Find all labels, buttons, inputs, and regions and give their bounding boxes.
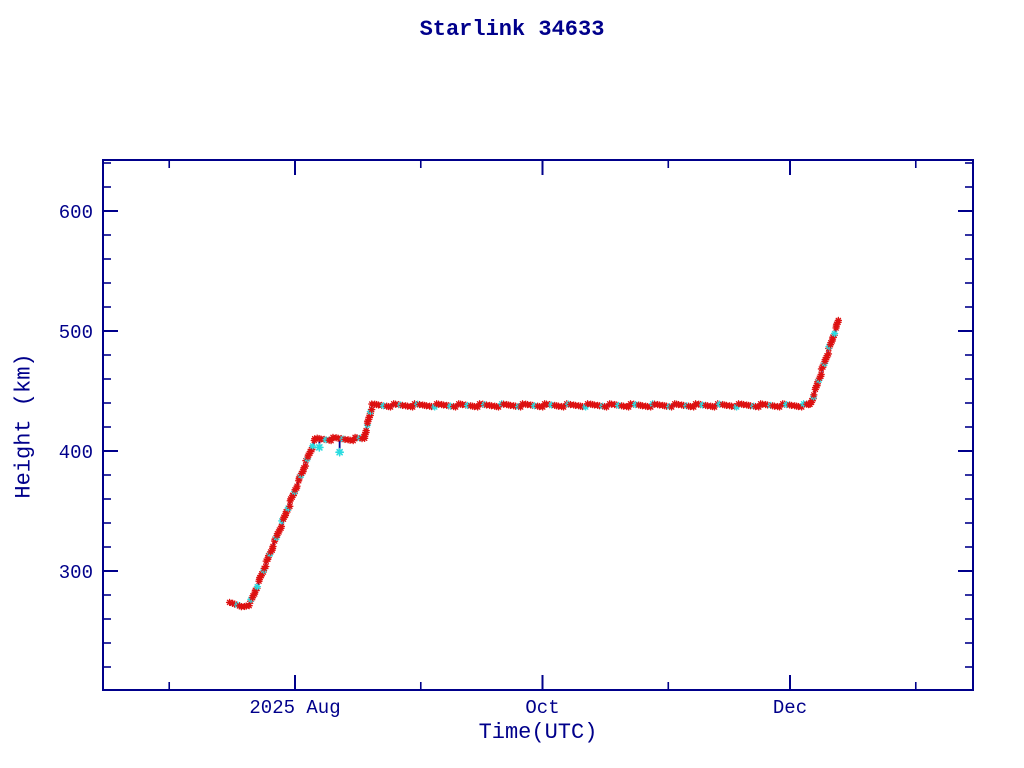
chart-title: Starlink 34633 (419, 17, 605, 42)
y-tick-label: 600 (59, 202, 93, 224)
x-tick-label: 2025 Aug (249, 697, 340, 719)
y-tick-label: 500 (59, 322, 93, 344)
x-axis-label: Time(UTC) (478, 720, 598, 745)
x-tick-label: Dec (773, 697, 807, 719)
y-tick-label: 400 (59, 442, 93, 464)
x-tick-label: Oct (525, 697, 559, 719)
y-tick-label: 300 (59, 562, 93, 584)
